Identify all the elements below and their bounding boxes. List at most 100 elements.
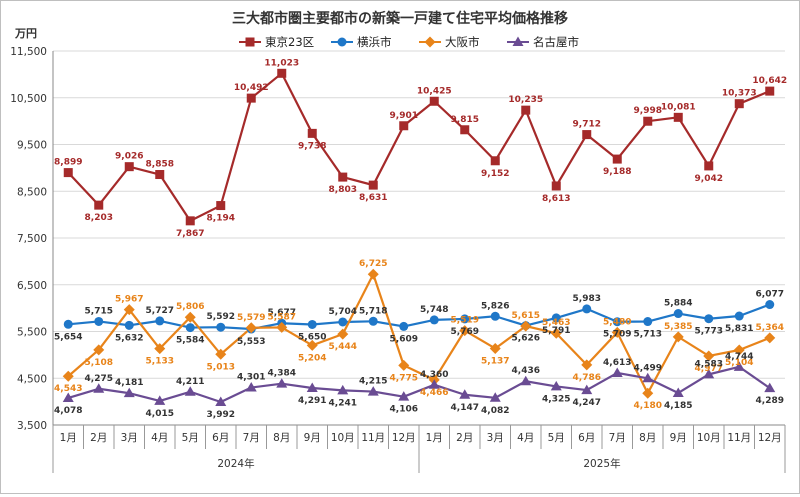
data-label: 4,247 xyxy=(573,398,601,408)
data-point xyxy=(673,309,683,319)
data-label: 8,631 xyxy=(359,193,387,203)
data-point xyxy=(277,68,287,78)
data-point xyxy=(368,180,378,190)
data-label: 4,275 xyxy=(85,374,113,384)
series-markers xyxy=(62,68,776,406)
data-label: 4,543 xyxy=(54,384,82,394)
data-label: 5,615 xyxy=(512,311,540,321)
data-point xyxy=(429,315,439,325)
data-point xyxy=(459,389,471,399)
data-label: 4,181 xyxy=(115,378,143,388)
x-tick-label: 7月 xyxy=(609,432,626,444)
data-label: 5,967 xyxy=(115,295,143,305)
data-point xyxy=(704,161,714,171)
data-point xyxy=(367,268,379,280)
data-point xyxy=(672,331,684,343)
data-point xyxy=(306,382,318,393)
x-tick-label: 10月 xyxy=(331,432,355,444)
data-point xyxy=(185,216,195,226)
chart-title: 三大都市圏主要都市の新築一戸建て住宅平均価格推移 xyxy=(232,10,568,27)
x-tick-label: 12月 xyxy=(758,432,782,444)
data-label: 6,077 xyxy=(756,290,784,300)
y-axis-unit: 万円 xyxy=(14,27,37,40)
data-label: 5,444 xyxy=(329,342,357,352)
legend-marker xyxy=(512,36,524,46)
data-point xyxy=(184,311,196,323)
data-label: 4,180 xyxy=(634,401,662,411)
data-point xyxy=(520,320,532,332)
data-label: 8,899 xyxy=(54,158,82,168)
x-tick-label: 3月 xyxy=(487,432,504,444)
data-point xyxy=(398,359,410,371)
data-label: 4,744 xyxy=(725,352,753,362)
data-label: 5,609 xyxy=(390,334,418,344)
data-label: 5,713 xyxy=(634,330,662,340)
data-point xyxy=(94,200,104,210)
x-tick-label: 1月 xyxy=(60,432,77,444)
data-point xyxy=(338,172,348,182)
data-point xyxy=(428,379,440,389)
data-label: 4,786 xyxy=(573,373,601,383)
data-label: 5,385 xyxy=(664,322,692,332)
data-label: 9,188 xyxy=(603,167,631,177)
data-label: 4,360 xyxy=(420,370,448,380)
data-label: 5,204 xyxy=(298,353,326,363)
data-label: 4,583 xyxy=(695,359,723,369)
data-label: 4,078 xyxy=(54,406,82,416)
x-tick-label: 6月 xyxy=(578,432,595,444)
x-tick-label: 5月 xyxy=(548,432,565,444)
data-point xyxy=(672,387,684,397)
data-point xyxy=(581,359,593,371)
data-label: 8,858 xyxy=(146,160,174,170)
legend-marker xyxy=(424,36,436,48)
y-tick-label: 4,500 xyxy=(17,373,47,385)
data-label: 4,147 xyxy=(451,403,479,413)
data-label: 5,715 xyxy=(85,306,113,316)
data-label: 9,152 xyxy=(481,169,509,179)
series-lines xyxy=(67,72,771,404)
data-point xyxy=(520,375,532,386)
legend-label: 名古屋市 xyxy=(533,35,579,49)
data-label: 10,492 xyxy=(234,83,269,93)
data-point xyxy=(123,387,135,398)
data-label: 5,364 xyxy=(756,323,784,333)
data-label: 8,613 xyxy=(542,194,570,204)
data-label: 4,015 xyxy=(146,409,174,419)
data-point xyxy=(551,181,561,191)
y-tick-label: 6,500 xyxy=(17,280,47,292)
x-tick-label: 9月 xyxy=(670,432,687,444)
series-line-横浜市 xyxy=(68,303,771,331)
data-point xyxy=(611,326,623,338)
data-label: 5,709 xyxy=(603,330,631,340)
data-label: 9,998 xyxy=(634,106,662,116)
data-point xyxy=(306,339,318,351)
data-point xyxy=(489,392,501,402)
data-label: 11,023 xyxy=(264,58,299,68)
data-point xyxy=(124,320,134,330)
data-point xyxy=(307,319,317,329)
data-label: 5,773 xyxy=(695,327,723,337)
data-label: 4,325 xyxy=(542,394,570,404)
data-point xyxy=(276,378,288,388)
data-label: 5,983 xyxy=(573,294,601,304)
data-label: 9,738 xyxy=(298,141,326,151)
year-group-label: 2025年 xyxy=(583,457,620,470)
x-tick-label: 3月 xyxy=(121,432,138,444)
data-label: 5,579 xyxy=(237,313,265,323)
data-label: 5,727 xyxy=(146,306,174,316)
data-label: 5,677 xyxy=(268,308,296,318)
data-point xyxy=(704,314,714,324)
data-label: 5,587 xyxy=(268,312,296,322)
data-label: 5,769 xyxy=(451,327,479,337)
data-label: 10,081 xyxy=(661,102,696,112)
data-label: 5,654 xyxy=(54,332,82,342)
year-group-label: 2024年 xyxy=(217,457,254,470)
data-point xyxy=(368,316,378,326)
data-label: 8,803 xyxy=(329,185,357,195)
data-label: 5,626 xyxy=(512,334,540,344)
series-line-東京23区 xyxy=(67,72,771,222)
data-point xyxy=(154,343,166,355)
legend-label: 横浜市 xyxy=(357,35,392,49)
data-point xyxy=(582,130,592,140)
